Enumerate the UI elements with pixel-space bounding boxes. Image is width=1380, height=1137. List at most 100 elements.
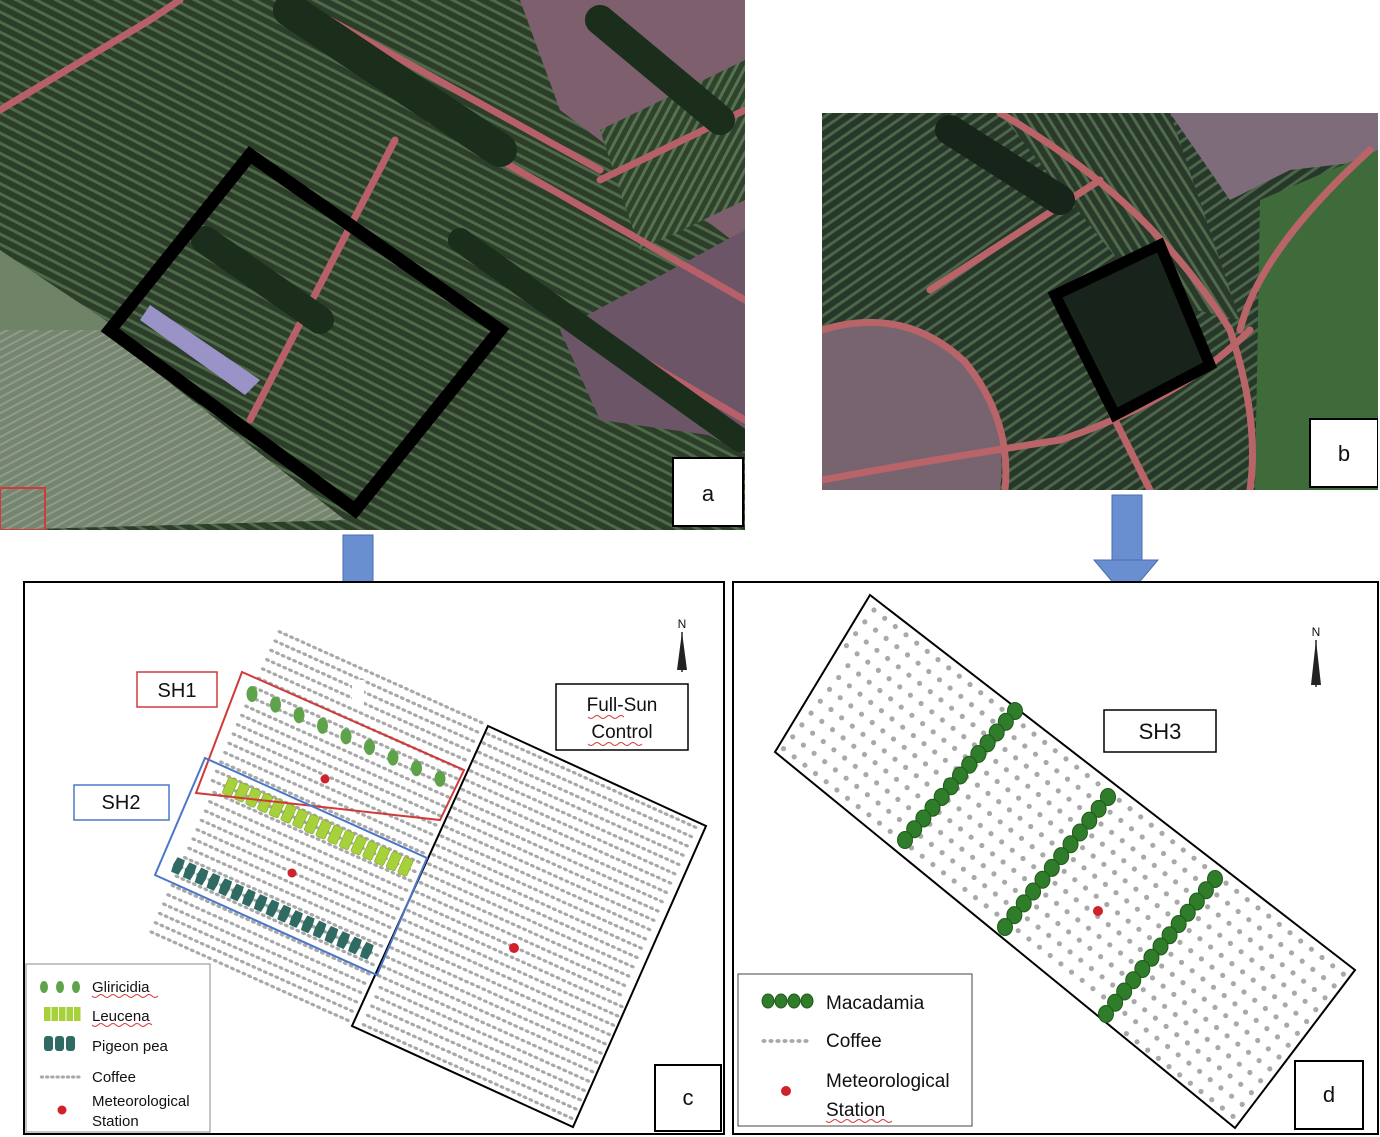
coffee-plant — [254, 820, 259, 825]
coffee-plant — [358, 957, 364, 961]
coffee-plant — [218, 838, 224, 843]
coffee-plant — [443, 738, 449, 742]
coffee-plant — [1163, 1023, 1169, 1029]
coffee-plant — [361, 735, 367, 739]
coffee-plant — [268, 927, 273, 932]
coffee-plant — [1155, 1055, 1161, 1061]
coffee-plant — [272, 717, 278, 722]
coffee-plant — [396, 873, 401, 878]
coffee-plant — [1122, 878, 1128, 884]
coffee-plant — [988, 698, 994, 704]
schematic-panel-c: SH1 SH2 Full-Sun Control N Gliricidia Le… — [23, 581, 725, 1135]
coffee-plant — [372, 773, 377, 777]
coffee-plant — [160, 935, 166, 940]
coffee-plant — [307, 654, 313, 659]
coffee-plant — [340, 859, 346, 864]
coffee-plant — [343, 682, 349, 687]
coffee-plant — [480, 819, 486, 824]
coffee-plant — [398, 972, 404, 977]
coffee-plant — [190, 915, 196, 920]
coffee-plant — [325, 662, 330, 667]
coffee-plant — [380, 799, 386, 804]
coffee-plant — [216, 949, 222, 954]
coffee-plant — [274, 651, 280, 656]
coffee-plant — [248, 941, 254, 945]
coffee-plant — [459, 866, 465, 870]
coffee-plant — [218, 961, 224, 966]
coffee-plant — [365, 803, 371, 808]
coffee-plant — [276, 786, 282, 790]
legend-macadamia-symbol — [787, 993, 801, 1009]
coffee-plant — [399, 897, 405, 902]
coffee-plant — [917, 680, 923, 687]
coffee-plant — [175, 919, 180, 924]
coffee-plant — [339, 1015, 345, 1020]
coffee-plant — [432, 864, 438, 869]
legend-coffee-symbol — [71, 1075, 76, 1079]
coffee-plant — [209, 890, 214, 894]
coffee-plant — [258, 733, 264, 738]
coffee-plant — [1118, 817, 1124, 824]
coffee-plant — [252, 808, 258, 813]
coffee-plant — [329, 653, 335, 658]
coffee-plant — [397, 762, 403, 767]
coffee-plant — [1301, 978, 1307, 984]
coffee-plant — [1247, 937, 1253, 943]
coffee-plant — [1018, 835, 1025, 841]
coffee-plant — [1139, 834, 1145, 840]
coffee-plant — [271, 750, 277, 755]
coffee-plant — [362, 903, 368, 907]
coffee-plant — [298, 751, 304, 756]
coffee-plant — [315, 837, 321, 842]
coffee-plant — [437, 900, 443, 905]
coffee-plant — [480, 774, 486, 779]
coffee-plant — [1313, 1007, 1319, 1013]
coffee-plant — [283, 632, 289, 637]
coffee-plant — [853, 631, 859, 637]
coffee-plant — [1014, 775, 1020, 781]
coffee-plant — [1188, 948, 1194, 954]
coffee-plant — [392, 804, 398, 809]
coffee-plant — [307, 732, 313, 737]
coffee-plant — [402, 843, 408, 847]
coffee-plant — [263, 814, 269, 818]
legend-station-symbol — [57, 1105, 67, 1115]
coffee-plant — [428, 832, 434, 836]
coffee-plant — [1186, 927, 1192, 934]
aerial-image-b: b — [822, 113, 1378, 490]
coffee-plant — [224, 964, 230, 968]
coffee-plant — [360, 891, 366, 895]
coffee-plant — [276, 954, 282, 958]
coffee-plant — [1145, 914, 1151, 921]
coffee-plant — [389, 781, 395, 785]
coffee-plant — [834, 787, 840, 793]
coffee-plant — [367, 782, 373, 787]
coffee-plant — [263, 892, 269, 896]
coffee-plant — [267, 837, 272, 842]
coffee-plant — [220, 895, 226, 899]
coffee-plant — [294, 760, 300, 765]
coffee-plant — [265, 826, 271, 830]
coffee-plant — [1121, 858, 1127, 864]
coffee-plant — [289, 680, 295, 684]
coffee-plant — [456, 797, 462, 801]
coffee-plant — [1241, 989, 1247, 995]
coffee-plant — [206, 956, 212, 960]
coffee-plant — [950, 725, 956, 731]
coffee-plant — [405, 986, 411, 991]
coffee-plant — [153, 921, 159, 925]
coffee-plant — [280, 977, 285, 982]
coffee-plant — [381, 889, 387, 894]
coffee-plant — [952, 745, 958, 752]
coffee-plant — [306, 643, 312, 647]
coffee-plant — [258, 856, 264, 861]
legend-coffee-symbol — [796, 1039, 802, 1043]
coffee-plant — [1219, 1105, 1225, 1111]
coffee-plant — [303, 742, 309, 746]
coffee-plant — [430, 931, 436, 935]
coffee-plant — [1154, 903, 1160, 909]
coffee-plant — [926, 668, 932, 675]
coffee-plant — [328, 686, 334, 691]
coffee-plant — [1230, 981, 1236, 987]
coffee-plant — [293, 670, 299, 675]
